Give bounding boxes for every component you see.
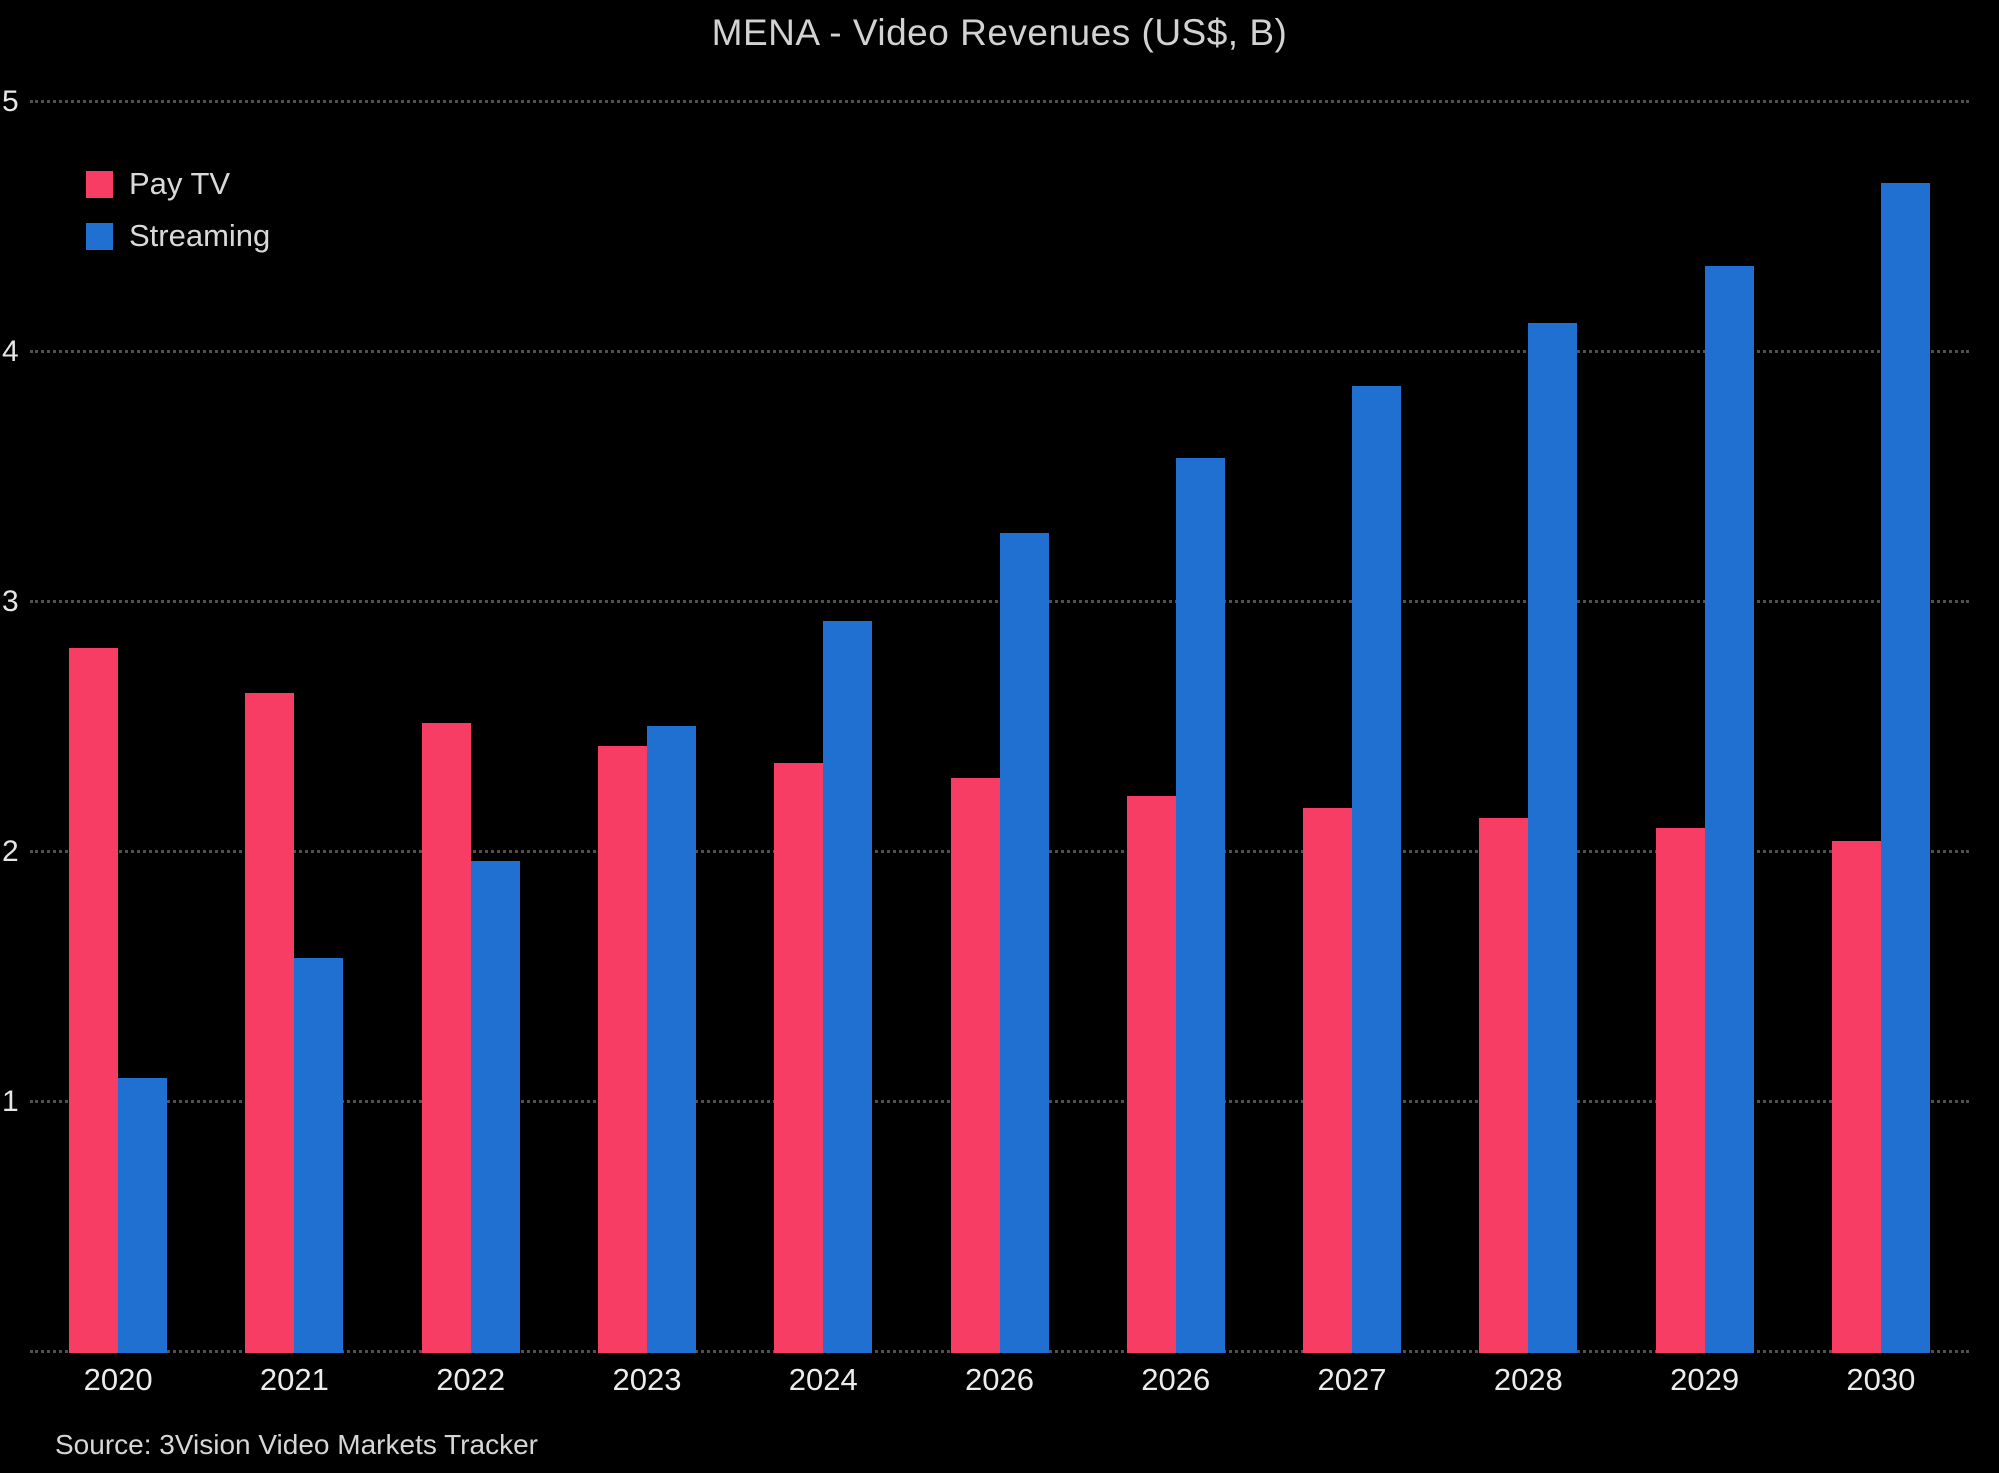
bar-group <box>245 103 344 1353</box>
bar-pay-tv <box>774 763 824 1353</box>
bar-group <box>774 103 873 1353</box>
bar-pay-tv <box>597 745 647 1353</box>
bar-streaming <box>1880 183 1930 1353</box>
bar-streaming <box>294 958 344 1353</box>
x-axis-label: 2030 <box>1846 1362 1916 1397</box>
bar-streaming <box>118 1078 168 1353</box>
y-axis-label: 5 <box>2 85 19 118</box>
x-axis-label: 2021 <box>259 1362 329 1397</box>
streaming-swatch-icon <box>86 222 113 250</box>
pay-tv-swatch-icon <box>86 170 113 198</box>
bar-streaming <box>1352 385 1402 1353</box>
bar-streaming <box>823 620 873 1353</box>
bar-streaming <box>999 533 1049 1353</box>
chart-title: MENA - Video Revenues (US$, B) <box>711 12 1288 53</box>
bar-streaming <box>1704 265 1754 1353</box>
legend-item-pay-tv: Pay TV <box>86 166 270 202</box>
y-axis-label: 1 <box>2 1085 19 1118</box>
bar-pay-tv <box>950 778 1000 1353</box>
bar-streaming <box>646 725 696 1353</box>
bar-streaming <box>470 860 520 1353</box>
y-axis-label: 3 <box>2 585 19 618</box>
bar-pay-tv <box>1479 818 1529 1353</box>
x-axis-label: 2028 <box>1493 1362 1563 1397</box>
x-axis-label: 2022 <box>436 1362 506 1397</box>
x-axis-label: 2029 <box>1670 1362 1740 1397</box>
bar-group <box>1655 103 1754 1353</box>
bar-pay-tv <box>1303 808 1353 1353</box>
gridline <box>30 100 1969 103</box>
source-note: Source: 3Vision Video Markets Tracker <box>55 1429 538 1460</box>
bar-pay-tv <box>421 723 471 1353</box>
x-axis-label: 2020 <box>83 1362 153 1397</box>
bar-group <box>421 103 520 1353</box>
plot-area <box>30 100 1969 1353</box>
bar-pay-tv <box>245 693 295 1353</box>
bar-group <box>1126 103 1225 1353</box>
y-axis: 1 2 3 4 5 <box>0 85 26 1353</box>
x-axis-label: 2024 <box>788 1362 858 1397</box>
bar-pay-tv <box>69 648 119 1353</box>
legend-item-streaming: Streaming <box>86 218 270 254</box>
bar-group <box>1479 103 1578 1353</box>
bar-pay-tv <box>1831 840 1881 1353</box>
chart-legend: Pay TV Streaming <box>86 166 270 254</box>
x-axis: 2020 2021 2022 2023 2024 2026 2026 2027 2028 2029… <box>30 1362 1969 1406</box>
bar-pay-tv <box>1655 828 1705 1353</box>
gridline <box>30 350 1969 353</box>
x-axis-label: 2027 <box>1317 1362 1387 1397</box>
x-axis-label: 2026 <box>965 1362 1034 1397</box>
bar-streaming <box>1528 323 1578 1353</box>
bar-group <box>1831 103 1930 1353</box>
y-axis-label: 4 <box>2 335 19 368</box>
legend-label-pay-tv: Pay TV <box>129 166 231 201</box>
y-axis-label: 2 <box>2 835 19 868</box>
x-axis-label: 2023 <box>612 1362 682 1397</box>
legend-label-streaming: Streaming <box>129 218 271 253</box>
bar-pay-tv <box>1126 795 1176 1353</box>
bar-group <box>597 103 696 1353</box>
bar-group <box>69 103 168 1353</box>
bar-group <box>1303 103 1402 1353</box>
bar-streaming <box>1175 458 1225 1353</box>
x-axis-label: 2026 <box>1141 1362 1211 1397</box>
bar-group <box>950 103 1049 1353</box>
